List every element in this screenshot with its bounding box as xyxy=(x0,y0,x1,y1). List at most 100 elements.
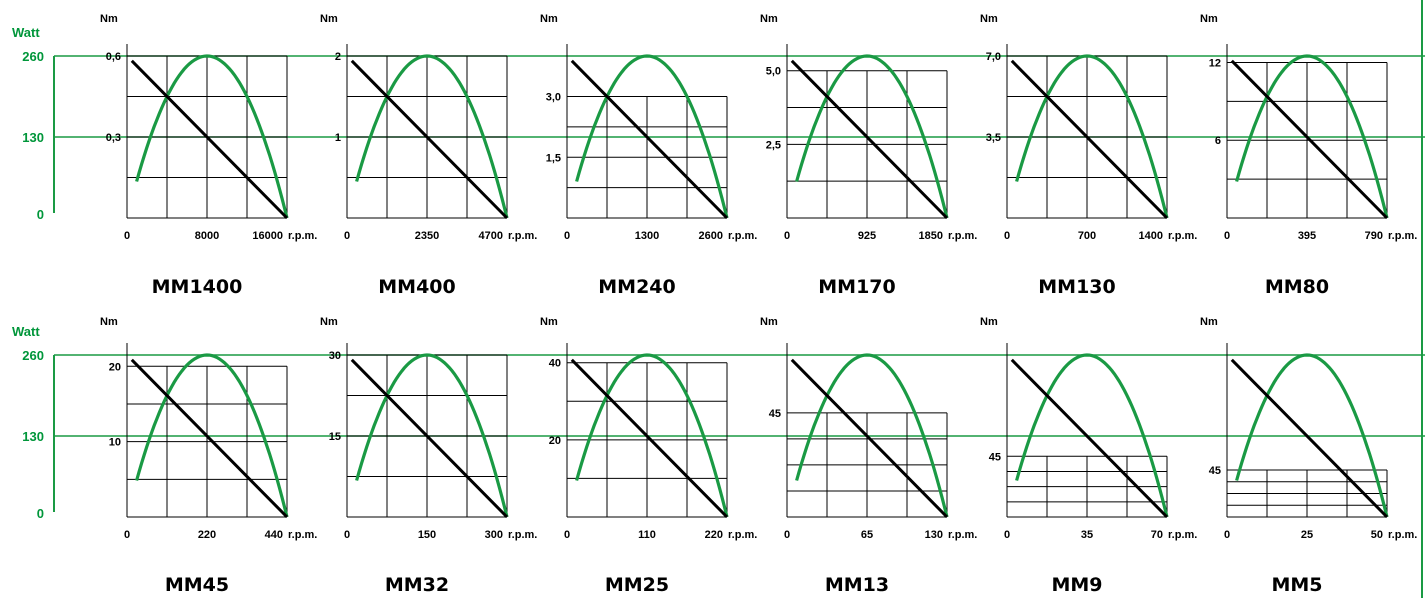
power-curve xyxy=(1235,353,1389,518)
rpm-unit-label: r.p.m. xyxy=(288,230,317,242)
x-tick-label: 4700 xyxy=(479,230,503,242)
x-tick-label: 0 xyxy=(1004,230,1010,242)
x-tick-label: 0 xyxy=(344,230,350,242)
rpm-unit-label: r.p.m. xyxy=(508,230,537,242)
y-tick-label: 45 xyxy=(1209,465,1221,477)
torque-line xyxy=(130,59,289,220)
power-tick-label: 0 xyxy=(37,506,44,521)
y-tick-label: 30 xyxy=(329,350,341,362)
torque-line xyxy=(1230,59,1389,220)
x-tick-label: 25 xyxy=(1301,529,1313,541)
torque-unit-label: Nm xyxy=(540,13,558,25)
torque-line xyxy=(130,358,289,519)
x-tick-label: 2350 xyxy=(415,230,439,242)
x-tick-label: 50 xyxy=(1371,529,1383,541)
power-axis-label: Watt xyxy=(12,324,40,339)
torque-unit-label: Nm xyxy=(100,316,118,328)
rpm-unit-label: r.p.m. xyxy=(948,230,977,242)
x-tick-label: 440 xyxy=(265,529,283,541)
power-tick-label: 0 xyxy=(37,207,44,222)
power-tick-label: 260 xyxy=(22,348,44,363)
torque-unit-label: Nm xyxy=(1200,316,1218,328)
model-name: MM1400 xyxy=(152,276,243,298)
torque-line xyxy=(1230,358,1389,519)
y-tick-label: 3,5 xyxy=(986,132,1001,144)
x-tick-label: 0 xyxy=(564,230,570,242)
chart-mm25: Nm 20 40 0 110 220 r.p.m. MM25 xyxy=(540,316,757,596)
power-curve xyxy=(795,54,949,219)
power-curve xyxy=(135,353,289,518)
x-tick-label: 220 xyxy=(198,529,216,541)
power-tick-label: 260 xyxy=(22,49,44,64)
x-tick-label: 16000 xyxy=(252,230,283,242)
x-tick-label: 70 xyxy=(1151,529,1163,541)
x-tick-label: 0 xyxy=(1224,529,1230,541)
torque-unit-label: Nm xyxy=(1200,13,1218,25)
rpm-unit-label: r.p.m. xyxy=(508,529,537,541)
torque-unit-label: Nm xyxy=(100,13,118,25)
model-name: MM170 xyxy=(818,276,895,298)
y-tick-label: 2,5 xyxy=(766,139,781,151)
x-tick-label: 0 xyxy=(124,230,130,242)
x-tick-label: 220 xyxy=(705,529,723,541)
chart-mm400: Nm 1 2 0 2350 4700 r.p.m. MM400 xyxy=(320,13,537,298)
y-tick-label: 20 xyxy=(549,435,561,447)
x-tick-label: 0 xyxy=(784,529,790,541)
rpm-unit-label: r.p.m. xyxy=(1388,230,1417,242)
model-name: MM5 xyxy=(1271,574,1322,596)
x-tick-label: 925 xyxy=(858,230,876,242)
rpm-unit-label: r.p.m. xyxy=(288,529,317,541)
chart-mm13: Nm 45 0 65 130 r.p.m. MM13 xyxy=(760,316,977,596)
power-tick-label: 130 xyxy=(22,130,44,145)
y-tick-label: 45 xyxy=(769,408,781,420)
y-tick-label: 0,6 xyxy=(106,51,121,63)
rpm-unit-label: r.p.m. xyxy=(1168,230,1197,242)
x-tick-label: 300 xyxy=(485,529,503,541)
model-name: MM80 xyxy=(1265,276,1329,298)
power-curve xyxy=(1015,353,1169,518)
torque-line xyxy=(350,358,509,519)
model-name: MM45 xyxy=(165,574,229,596)
model-name: MM32 xyxy=(385,574,449,596)
torque-unit-label: Nm xyxy=(980,13,998,25)
x-tick-label: 700 xyxy=(1078,230,1096,242)
rpm-unit-label: r.p.m. xyxy=(1388,529,1417,541)
y-tick-label: 1,5 xyxy=(546,152,561,164)
model-name: MM9 xyxy=(1051,574,1102,596)
x-tick-label: 0 xyxy=(564,529,570,541)
power-axis-label: Watt xyxy=(12,25,40,40)
power-curve xyxy=(575,54,729,219)
y-tick-label: 2 xyxy=(335,51,341,63)
power-curve xyxy=(135,54,289,219)
chart-mm240: Nm 1,5 3,0 0 1300 2600 r.p.m. MM240 xyxy=(540,13,757,298)
model-name: MM13 xyxy=(825,574,889,596)
x-tick-label: 1400 xyxy=(1139,230,1163,242)
power-curve xyxy=(575,353,729,518)
model-name: MM240 xyxy=(598,276,675,298)
x-tick-label: 1300 xyxy=(635,230,659,242)
torque-line xyxy=(570,59,729,220)
chart-mm130: Nm 3,5 7,0 0 700 1400 r.p.m. MM130 xyxy=(980,13,1197,298)
y-tick-label: 20 xyxy=(109,361,121,373)
rpm-unit-label: r.p.m. xyxy=(728,230,757,242)
torque-line xyxy=(790,59,949,220)
x-tick-label: 0 xyxy=(344,529,350,541)
power-curve xyxy=(355,353,509,518)
chart-mm80: Nm 6 12 0 395 790 r.p.m. MM80 xyxy=(1200,13,1417,298)
torque-line xyxy=(350,59,509,220)
y-tick-label: 15 xyxy=(329,431,341,443)
torque-line xyxy=(790,358,949,519)
torque-unit-label: Nm xyxy=(540,316,558,328)
model-name: MM400 xyxy=(378,276,455,298)
model-name: MM130 xyxy=(1038,276,1115,298)
rpm-unit-label: r.p.m. xyxy=(728,529,757,541)
x-tick-label: 8000 xyxy=(195,230,219,242)
y-tick-label: 12 xyxy=(1209,57,1221,69)
x-tick-label: 1850 xyxy=(919,230,943,242)
torque-unit-label: Nm xyxy=(320,13,338,25)
torque-line xyxy=(570,358,729,519)
chart-mm45: Nm 10 20 0 220 440 r.p.m. MM45 xyxy=(100,316,317,596)
model-name: MM25 xyxy=(605,574,669,596)
y-tick-label: 40 xyxy=(549,358,561,370)
